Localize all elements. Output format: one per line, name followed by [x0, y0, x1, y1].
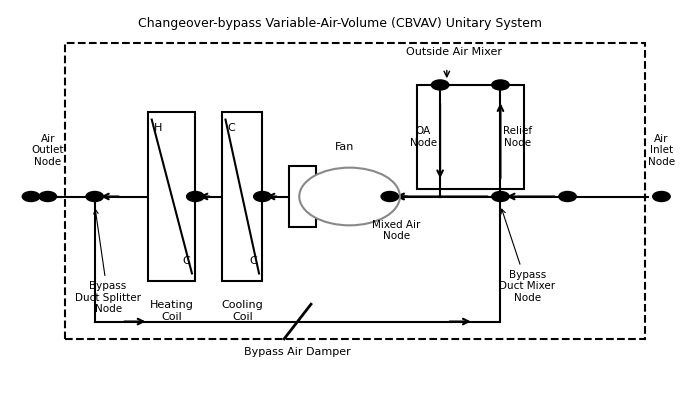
Bar	[149, 112, 195, 281]
Text: OA
Node: OA Node	[410, 126, 437, 148]
Bar	[65, 42, 644, 339]
Circle shape	[559, 191, 576, 202]
Text: Mixed Air
Node: Mixed Air Node	[372, 220, 421, 241]
Circle shape	[187, 191, 204, 202]
Text: Bypass Air Damper: Bypass Air Damper	[244, 347, 351, 356]
Circle shape	[299, 168, 400, 225]
Text: Bypass
Duct Splitter
Node: Bypass Duct Splitter Node	[75, 209, 141, 314]
Circle shape	[23, 191, 40, 202]
Text: Changeover-bypass Variable-Air-Volume (CBVAV) Unitary System: Changeover-bypass Variable-Air-Volume (C…	[138, 17, 542, 30]
Circle shape	[39, 191, 57, 202]
Text: Cooling
Coil: Cooling Coil	[222, 300, 263, 322]
Text: Air
Inlet
Node: Air Inlet Node	[648, 134, 675, 167]
Text: Air
Outlet
Node: Air Outlet Node	[31, 134, 64, 167]
Circle shape	[432, 80, 449, 90]
Text: C: C	[182, 256, 190, 266]
Text: Relief
Node: Relief Node	[503, 126, 532, 148]
Bar	[289, 166, 316, 227]
Text: H: H	[153, 123, 162, 133]
Circle shape	[653, 191, 670, 202]
Circle shape	[254, 191, 271, 202]
Text: C: C	[249, 256, 257, 266]
Bar	[417, 85, 524, 189]
Circle shape	[86, 191, 104, 202]
Text: Outside Air Mixer: Outside Air Mixer	[406, 47, 501, 57]
Circle shape	[492, 191, 509, 202]
Circle shape	[492, 80, 509, 90]
Circle shape	[381, 191, 398, 202]
Text: C: C	[228, 123, 235, 133]
Text: Fan: Fan	[335, 142, 354, 152]
Text: Bypass
Duct Mixer
Node: Bypass Duct Mixer Node	[499, 209, 555, 303]
Bar	[222, 112, 263, 281]
Text: Heating
Coil: Heating Coil	[150, 300, 194, 322]
